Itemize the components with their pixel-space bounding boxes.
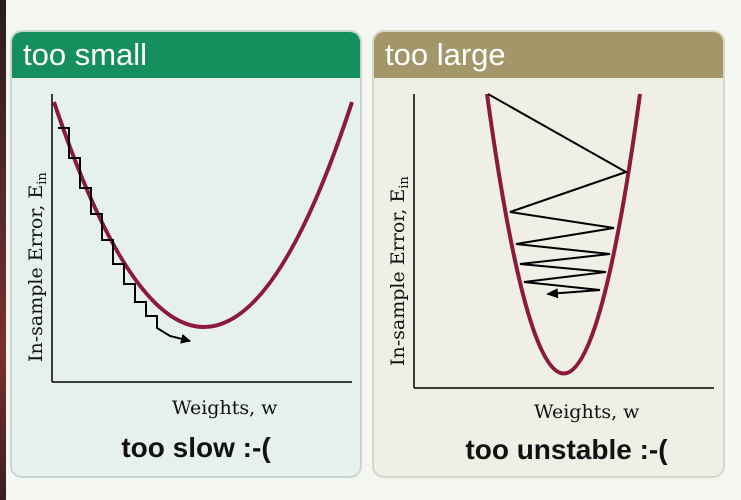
panel-header-too-large: too large bbox=[374, 32, 723, 78]
background-edge-strip bbox=[0, 0, 6, 500]
y-axis-title: In-sample Error, Ein bbox=[25, 172, 50, 362]
diagram-too-large: In-sample Error, Ein Weights, w bbox=[387, 93, 714, 423]
caption-too-unstable: too unstable :-( bbox=[465, 434, 668, 465]
x-axis-title: Weights, w bbox=[534, 401, 640, 423]
gradient-steps bbox=[58, 127, 191, 344]
diagram-too-small: In-sample Error, Ein Weights, w bbox=[25, 94, 354, 419]
panel-too-small: too small In-sample Error, Ein Weights, … bbox=[10, 30, 362, 478]
y-axis-title: In-sample Error, Ein bbox=[387, 176, 412, 366]
error-curve bbox=[52, 101, 354, 329]
panel-too-large: too large In-sample Error, Ein Weights, … bbox=[372, 30, 725, 478]
x-axis-title: Weights, w bbox=[172, 397, 278, 419]
error-curve bbox=[485, 93, 642, 376]
caption-too-slow: too slow :-( bbox=[121, 432, 271, 463]
gradient-oscillation bbox=[487, 93, 629, 299]
panel-header-too-small: too small bbox=[12, 32, 360, 78]
